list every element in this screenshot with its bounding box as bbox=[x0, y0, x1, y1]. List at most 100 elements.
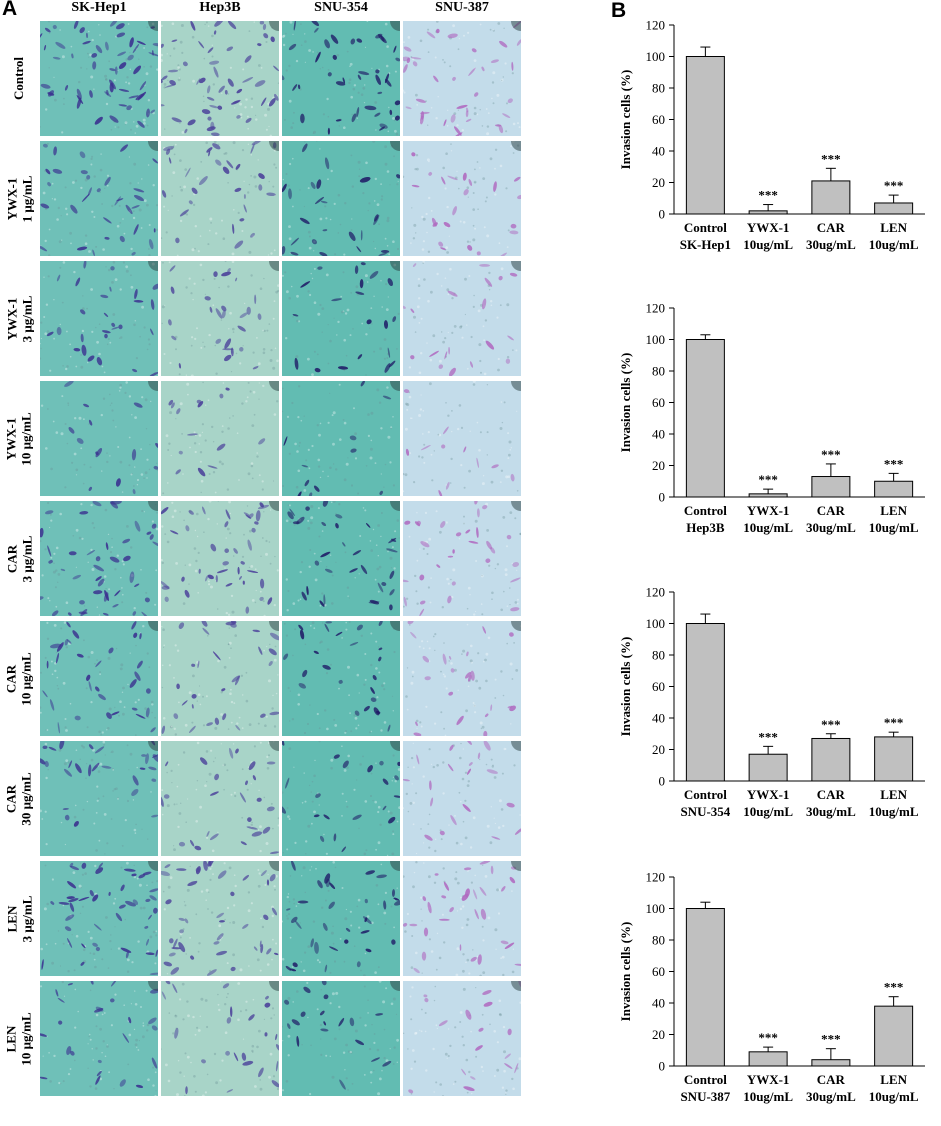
micrograph-tile bbox=[40, 261, 158, 376]
y-tick-label: 60 bbox=[652, 964, 665, 979]
y-tick-label: 20 bbox=[652, 175, 665, 190]
y-axis-label: Invasion cells (%) bbox=[618, 353, 633, 453]
micrograph-tile bbox=[282, 261, 400, 376]
panel-a-label: A bbox=[2, 0, 18, 20]
micrograph-tile bbox=[282, 21, 400, 136]
bar-2 bbox=[811, 476, 851, 498]
micrograph-tile bbox=[282, 741, 400, 856]
row-label-line: 10 μg/mL bbox=[19, 411, 35, 466]
bar-2 bbox=[811, 180, 851, 215]
bar-1 bbox=[748, 493, 788, 498]
x-tick-label: CAR bbox=[817, 787, 846, 802]
y-tick-label: 0 bbox=[659, 1059, 666, 1074]
row-label-1: YWX-1 1 μg/mL bbox=[2, 141, 36, 256]
y-tick-label: 120 bbox=[646, 585, 666, 600]
bar-2 bbox=[811, 737, 851, 782]
micrograph-tile bbox=[161, 381, 279, 496]
bar-3 bbox=[874, 1005, 914, 1067]
micrograph-tile bbox=[161, 981, 279, 1096]
micrograph-tile bbox=[403, 141, 521, 256]
x-tick-label: 30ug/mL bbox=[806, 520, 856, 535]
bar-2 bbox=[811, 1059, 851, 1067]
significance-label-3: *** bbox=[884, 980, 904, 995]
significance-label-1: *** bbox=[758, 1030, 778, 1045]
x-tick-label: LEN bbox=[880, 503, 907, 518]
micrograph-tile bbox=[403, 741, 521, 856]
bar-0 bbox=[685, 56, 725, 215]
row-label-line: CAR bbox=[4, 784, 20, 813]
row-label-line: YWX-1 bbox=[4, 297, 20, 340]
x-tick-label: 30ug/mL bbox=[806, 804, 856, 819]
row-label-line: CAR bbox=[4, 544, 20, 573]
column-header-0: SK-Hep1 bbox=[71, 0, 127, 15]
x-tick-label: Control bbox=[684, 787, 727, 802]
micrograph-tile bbox=[282, 501, 400, 616]
y-tick-label: 40 bbox=[652, 144, 665, 159]
bar-3 bbox=[874, 480, 914, 498]
y-tick-label: 80 bbox=[652, 648, 665, 663]
column-header-3: SNU-387 bbox=[435, 0, 489, 15]
x-tick-label: SNU-387 bbox=[680, 1089, 730, 1104]
y-tick-label: 100 bbox=[646, 616, 666, 631]
y-tick-label: 40 bbox=[652, 427, 665, 442]
y-tick-label: 20 bbox=[652, 458, 665, 473]
micrograph-tile bbox=[282, 381, 400, 496]
y-tick-label: 80 bbox=[652, 81, 665, 96]
y-axis-label: Invasion cells (%) bbox=[618, 922, 633, 1022]
y-tick-label: 60 bbox=[652, 395, 665, 410]
micrograph-tile bbox=[403, 261, 521, 376]
micrograph-tile bbox=[40, 21, 158, 136]
x-tick-label: SNU-354 bbox=[680, 804, 730, 819]
micrograph-tile bbox=[282, 141, 400, 256]
row-label-line: 3 μg/mL bbox=[19, 895, 35, 942]
x-tick-label: YWX-1 bbox=[747, 1072, 790, 1087]
x-tick-label: 30ug/mL bbox=[806, 237, 856, 252]
bar-0 bbox=[685, 339, 725, 498]
x-tick-label: 10ug/mL bbox=[869, 237, 919, 252]
x-tick-label: 10ug/mL bbox=[743, 237, 793, 252]
row-label-line: 3 μg/mL bbox=[19, 295, 35, 342]
row-label-0: Control bbox=[2, 21, 36, 136]
row-label-line: 10 μg/mL bbox=[19, 1011, 35, 1066]
micrograph-tile bbox=[403, 981, 521, 1096]
bar-3 bbox=[874, 202, 914, 215]
y-axis-label: Invasion cells (%) bbox=[618, 637, 633, 737]
x-tick-label: SK-Hep1 bbox=[680, 237, 731, 252]
x-tick-label: 10ug/mL bbox=[743, 520, 793, 535]
bar-3 bbox=[874, 736, 914, 782]
x-tick-label: Control bbox=[684, 1072, 727, 1087]
column-header-1: Hep3B bbox=[199, 0, 241, 15]
y-tick-label: 0 bbox=[659, 774, 666, 789]
y-tick-label: 60 bbox=[652, 112, 665, 127]
micrograph-tile bbox=[403, 381, 521, 496]
x-tick-label: Control bbox=[684, 503, 727, 518]
row-label-line: YWX-1 bbox=[4, 417, 20, 460]
row-label-3: YWX-1 10 μg/mL bbox=[2, 381, 36, 496]
column-header-2: SNU-354 bbox=[314, 0, 368, 15]
row-label-line: 10 μg/mL bbox=[19, 651, 35, 706]
panel-b-label: B bbox=[611, 0, 627, 22]
row-label-line: LEN bbox=[4, 1025, 20, 1052]
row-label-4: CAR 3 μg/mL bbox=[2, 501, 36, 616]
significance-label-2: *** bbox=[821, 717, 841, 732]
row-label-line: 1 μg/mL bbox=[19, 175, 35, 222]
significance-label-3: *** bbox=[884, 715, 904, 730]
x-tick-label: YWX-1 bbox=[747, 503, 790, 518]
y-tick-label: 20 bbox=[652, 1027, 665, 1042]
bar-1 bbox=[748, 210, 788, 215]
y-tick-label: 0 bbox=[659, 207, 666, 222]
row-label-line: CAR bbox=[4, 664, 20, 693]
y-tick-label: 100 bbox=[646, 332, 666, 347]
significance-label-2: *** bbox=[821, 151, 841, 166]
x-tick-label: 10ug/mL bbox=[869, 520, 919, 535]
micrograph-tile bbox=[40, 501, 158, 616]
micrograph-tile bbox=[403, 21, 521, 136]
row-label-2: YWX-1 3 μg/mL bbox=[2, 261, 36, 376]
x-tick-label: Control bbox=[684, 220, 727, 235]
micrograph-tile bbox=[40, 381, 158, 496]
micrograph-tile bbox=[282, 621, 400, 736]
micrograph-tile bbox=[40, 141, 158, 256]
significance-label-2: *** bbox=[821, 447, 841, 462]
x-tick-label: CAR bbox=[817, 503, 846, 518]
y-tick-label: 120 bbox=[646, 18, 666, 33]
